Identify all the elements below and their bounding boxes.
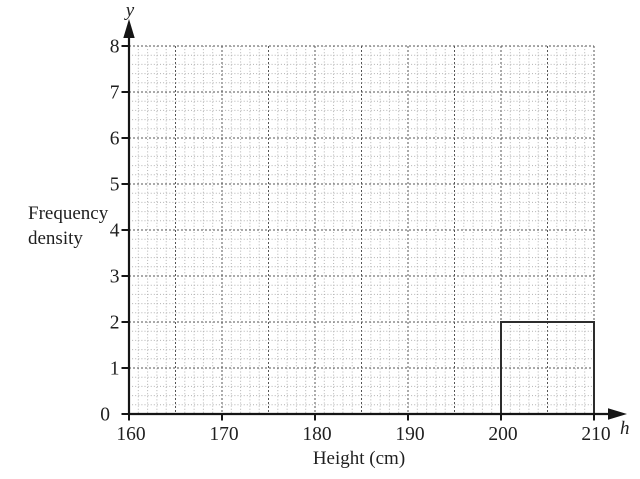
- x-tick-label: 160: [116, 424, 145, 445]
- y-tick-label: 6: [110, 129, 120, 150]
- y-axis-title: Frequency density: [28, 201, 108, 251]
- x-tick-label: 180: [302, 424, 331, 445]
- y-axis-title-line1: Frequency: [28, 203, 109, 224]
- x-axis-variable-label: h: [620, 418, 630, 439]
- y-tick-label: 7: [110, 83, 120, 104]
- x-axis-title: Height (cm): [312, 448, 406, 469]
- y-axis-arrowhead: [123, 19, 135, 38]
- y-tick-label: 8: [110, 37, 120, 58]
- y-tick-label: 4: [110, 221, 120, 242]
- x-tick-label: 200: [488, 424, 517, 445]
- y-tick-label: 5: [110, 175, 120, 196]
- x-tick-label: 210: [581, 424, 610, 445]
- x-axis-arrowhead: [608, 408, 627, 420]
- y-axis-variable-label: y: [125, 0, 135, 21]
- x-tick-label: 190: [395, 424, 424, 445]
- y-axis-title-line2: density: [28, 228, 83, 249]
- y-tick-label: 0: [100, 405, 110, 426]
- x-tick-label: 170: [209, 424, 238, 445]
- y-tick-label: 2: [110, 313, 120, 334]
- y-tick-label: 3: [110, 267, 120, 288]
- y-tick-label: 1: [110, 359, 120, 380]
